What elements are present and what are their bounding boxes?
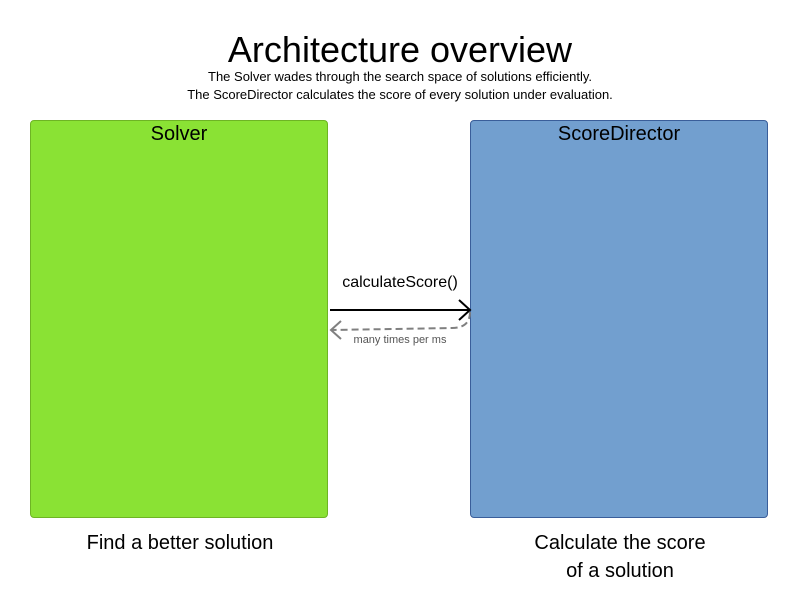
score-director-caption-line1: Calculate the score xyxy=(534,532,706,554)
solver-box-title: Solver xyxy=(150,123,208,145)
score-director-box-title: ScoreDirector xyxy=(557,123,681,145)
diagram-subtitle-line2: The ScoreDirector calculates the score o… xyxy=(187,87,613,102)
diagram-title: Architecture overview xyxy=(227,29,573,70)
score-director-caption-line2: of a solution xyxy=(566,560,674,582)
solver-caption: Find a better solution xyxy=(86,532,274,554)
diagram-subtitle-line1: The Solver wades through the search spac… xyxy=(208,69,592,84)
call-arrow-head xyxy=(458,299,472,321)
solver-box: Solver xyxy=(30,120,328,518)
return-arrow-head xyxy=(329,320,342,340)
return-label: many times per ms xyxy=(353,334,447,346)
return-arrow-line xyxy=(331,311,471,331)
score-director-caption: Calculate the score of a solution xyxy=(470,529,770,585)
call-label: calculateScore() xyxy=(342,274,458,291)
score-director-box: ScoreDirector xyxy=(470,120,768,518)
